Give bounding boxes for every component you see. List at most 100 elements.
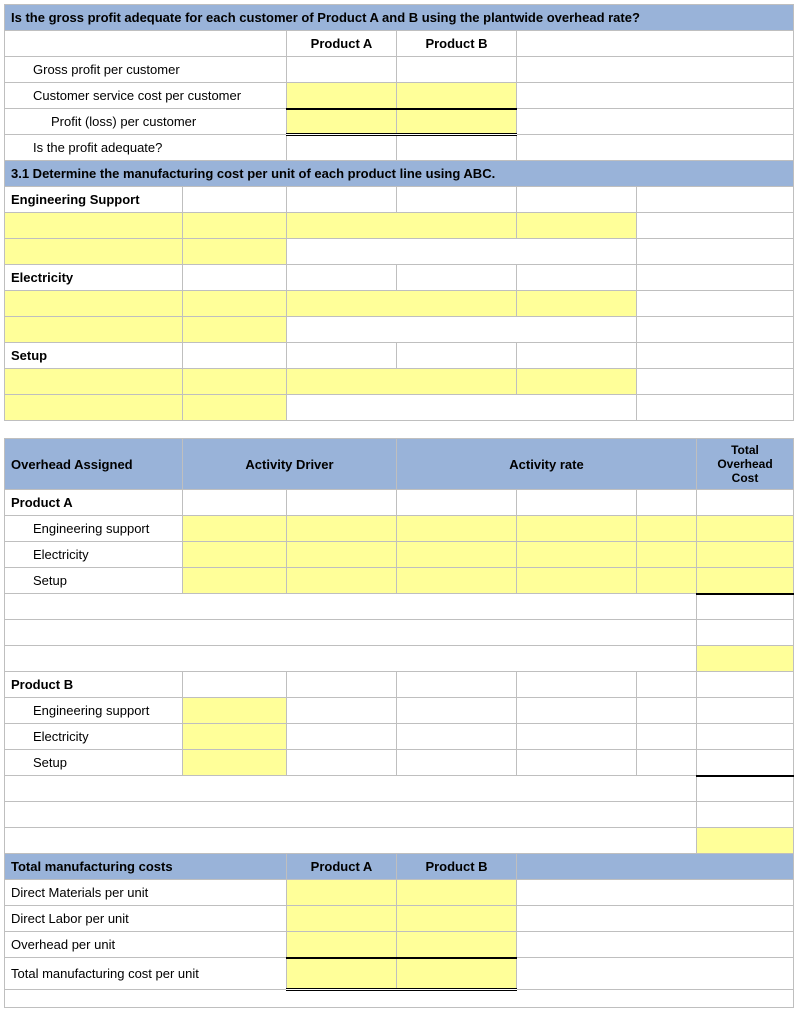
input-cell[interactable] — [637, 568, 697, 594]
input-cell[interactable] — [517, 490, 637, 516]
input-cell[interactable] — [517, 698, 637, 724]
input-cell[interactable] — [697, 698, 794, 724]
input-cell[interactable] — [637, 490, 697, 516]
input-cell[interactable] — [183, 213, 287, 239]
input-cell[interactable] — [397, 57, 517, 83]
input-cell[interactable] — [287, 880, 397, 906]
input-cell[interactable] — [397, 906, 517, 932]
input-cell[interactable] — [287, 724, 397, 750]
input-cell[interactable] — [287, 187, 397, 213]
input-cell[interactable] — [183, 239, 287, 265]
input-cell[interactable] — [397, 343, 517, 369]
input-cell[interactable] — [697, 802, 794, 828]
input-cell[interactable] — [517, 343, 637, 369]
input-cell[interactable] — [397, 724, 517, 750]
input-cell[interactable] — [287, 213, 517, 239]
input-cell[interactable] — [287, 490, 397, 516]
input-cell[interactable] — [397, 880, 517, 906]
input-cell[interactable] — [183, 291, 287, 317]
input-cell[interactable] — [287, 343, 397, 369]
input-cell[interactable] — [397, 568, 517, 594]
input-cell[interactable] — [637, 672, 697, 698]
input-cell[interactable] — [287, 83, 397, 109]
input-cell[interactable] — [697, 750, 794, 776]
input-cell[interactable] — [287, 135, 397, 161]
input-cell[interactable] — [637, 516, 697, 542]
input-cell[interactable] — [287, 672, 397, 698]
input-cell[interactable] — [517, 369, 637, 395]
input-cell[interactable] — [397, 698, 517, 724]
input-cell[interactable] — [397, 83, 517, 109]
input-cell[interactable] — [697, 776, 794, 802]
input-cell[interactable] — [287, 109, 397, 135]
input-cell[interactable] — [287, 932, 397, 958]
input-cell[interactable] — [397, 135, 517, 161]
input-cell[interactable] — [697, 542, 794, 568]
input-cell[interactable] — [183, 265, 287, 291]
input-cell[interactable] — [697, 568, 794, 594]
input-cell[interactable] — [397, 265, 517, 291]
input-cell[interactable] — [5, 291, 183, 317]
input-cell[interactable] — [287, 57, 397, 83]
input-cell[interactable] — [397, 109, 517, 135]
input-cell[interactable] — [637, 750, 697, 776]
input-cell[interactable] — [697, 516, 794, 542]
input-cell[interactable] — [397, 490, 517, 516]
input-cell[interactable] — [183, 343, 287, 369]
input-cell[interactable] — [397, 932, 517, 958]
input-cell[interactable] — [287, 265, 397, 291]
input-cell[interactable] — [697, 594, 794, 620]
input-cell[interactable] — [517, 291, 637, 317]
input-cell[interactable] — [287, 568, 397, 594]
input-cell[interactable] — [183, 672, 287, 698]
input-cell[interactable] — [697, 490, 794, 516]
input-cell[interactable] — [183, 542, 287, 568]
input-cell[interactable] — [183, 724, 287, 750]
input-cell[interactable] — [637, 542, 697, 568]
input-cell[interactable] — [287, 516, 397, 542]
input-cell[interactable] — [183, 516, 287, 542]
input-cell[interactable] — [287, 958, 397, 990]
input-cell[interactable] — [697, 620, 794, 646]
input-cell[interactable] — [5, 213, 183, 239]
input-cell[interactable] — [287, 369, 517, 395]
input-cell[interactable] — [183, 187, 287, 213]
input-cell[interactable] — [287, 291, 517, 317]
input-cell[interactable] — [183, 750, 287, 776]
input-cell[interactable] — [5, 239, 183, 265]
input-cell[interactable] — [697, 646, 794, 672]
input-cell[interactable] — [517, 750, 637, 776]
input-cell[interactable] — [697, 672, 794, 698]
input-cell[interactable] — [287, 906, 397, 932]
input-cell[interactable] — [183, 490, 287, 516]
input-cell[interactable] — [397, 542, 517, 568]
input-cell[interactable] — [517, 542, 637, 568]
input-cell[interactable] — [517, 213, 637, 239]
input-cell[interactable] — [287, 698, 397, 724]
input-cell[interactable] — [397, 750, 517, 776]
input-cell[interactable] — [517, 187, 637, 213]
input-cell[interactable] — [5, 369, 183, 395]
input-cell[interactable] — [287, 542, 397, 568]
input-cell[interactable] — [5, 317, 183, 343]
input-cell[interactable] — [397, 187, 517, 213]
input-cell[interactable] — [517, 724, 637, 750]
input-cell[interactable] — [183, 698, 287, 724]
input-cell[interactable] — [287, 750, 397, 776]
input-cell[interactable] — [517, 516, 637, 542]
input-cell[interactable] — [697, 724, 794, 750]
input-cell[interactable] — [697, 828, 794, 854]
input-cell[interactable] — [5, 395, 183, 421]
input-cell[interactable] — [397, 958, 517, 990]
input-cell[interactable] — [637, 724, 697, 750]
input-cell[interactable] — [183, 568, 287, 594]
input-cell[interactable] — [517, 568, 637, 594]
input-cell[interactable] — [183, 317, 287, 343]
input-cell[interactable] — [397, 516, 517, 542]
input-cell[interactable] — [397, 672, 517, 698]
input-cell[interactable] — [517, 265, 637, 291]
input-cell[interactable] — [517, 672, 637, 698]
input-cell[interactable] — [183, 395, 287, 421]
input-cell[interactable] — [637, 698, 697, 724]
input-cell[interactable] — [183, 369, 287, 395]
